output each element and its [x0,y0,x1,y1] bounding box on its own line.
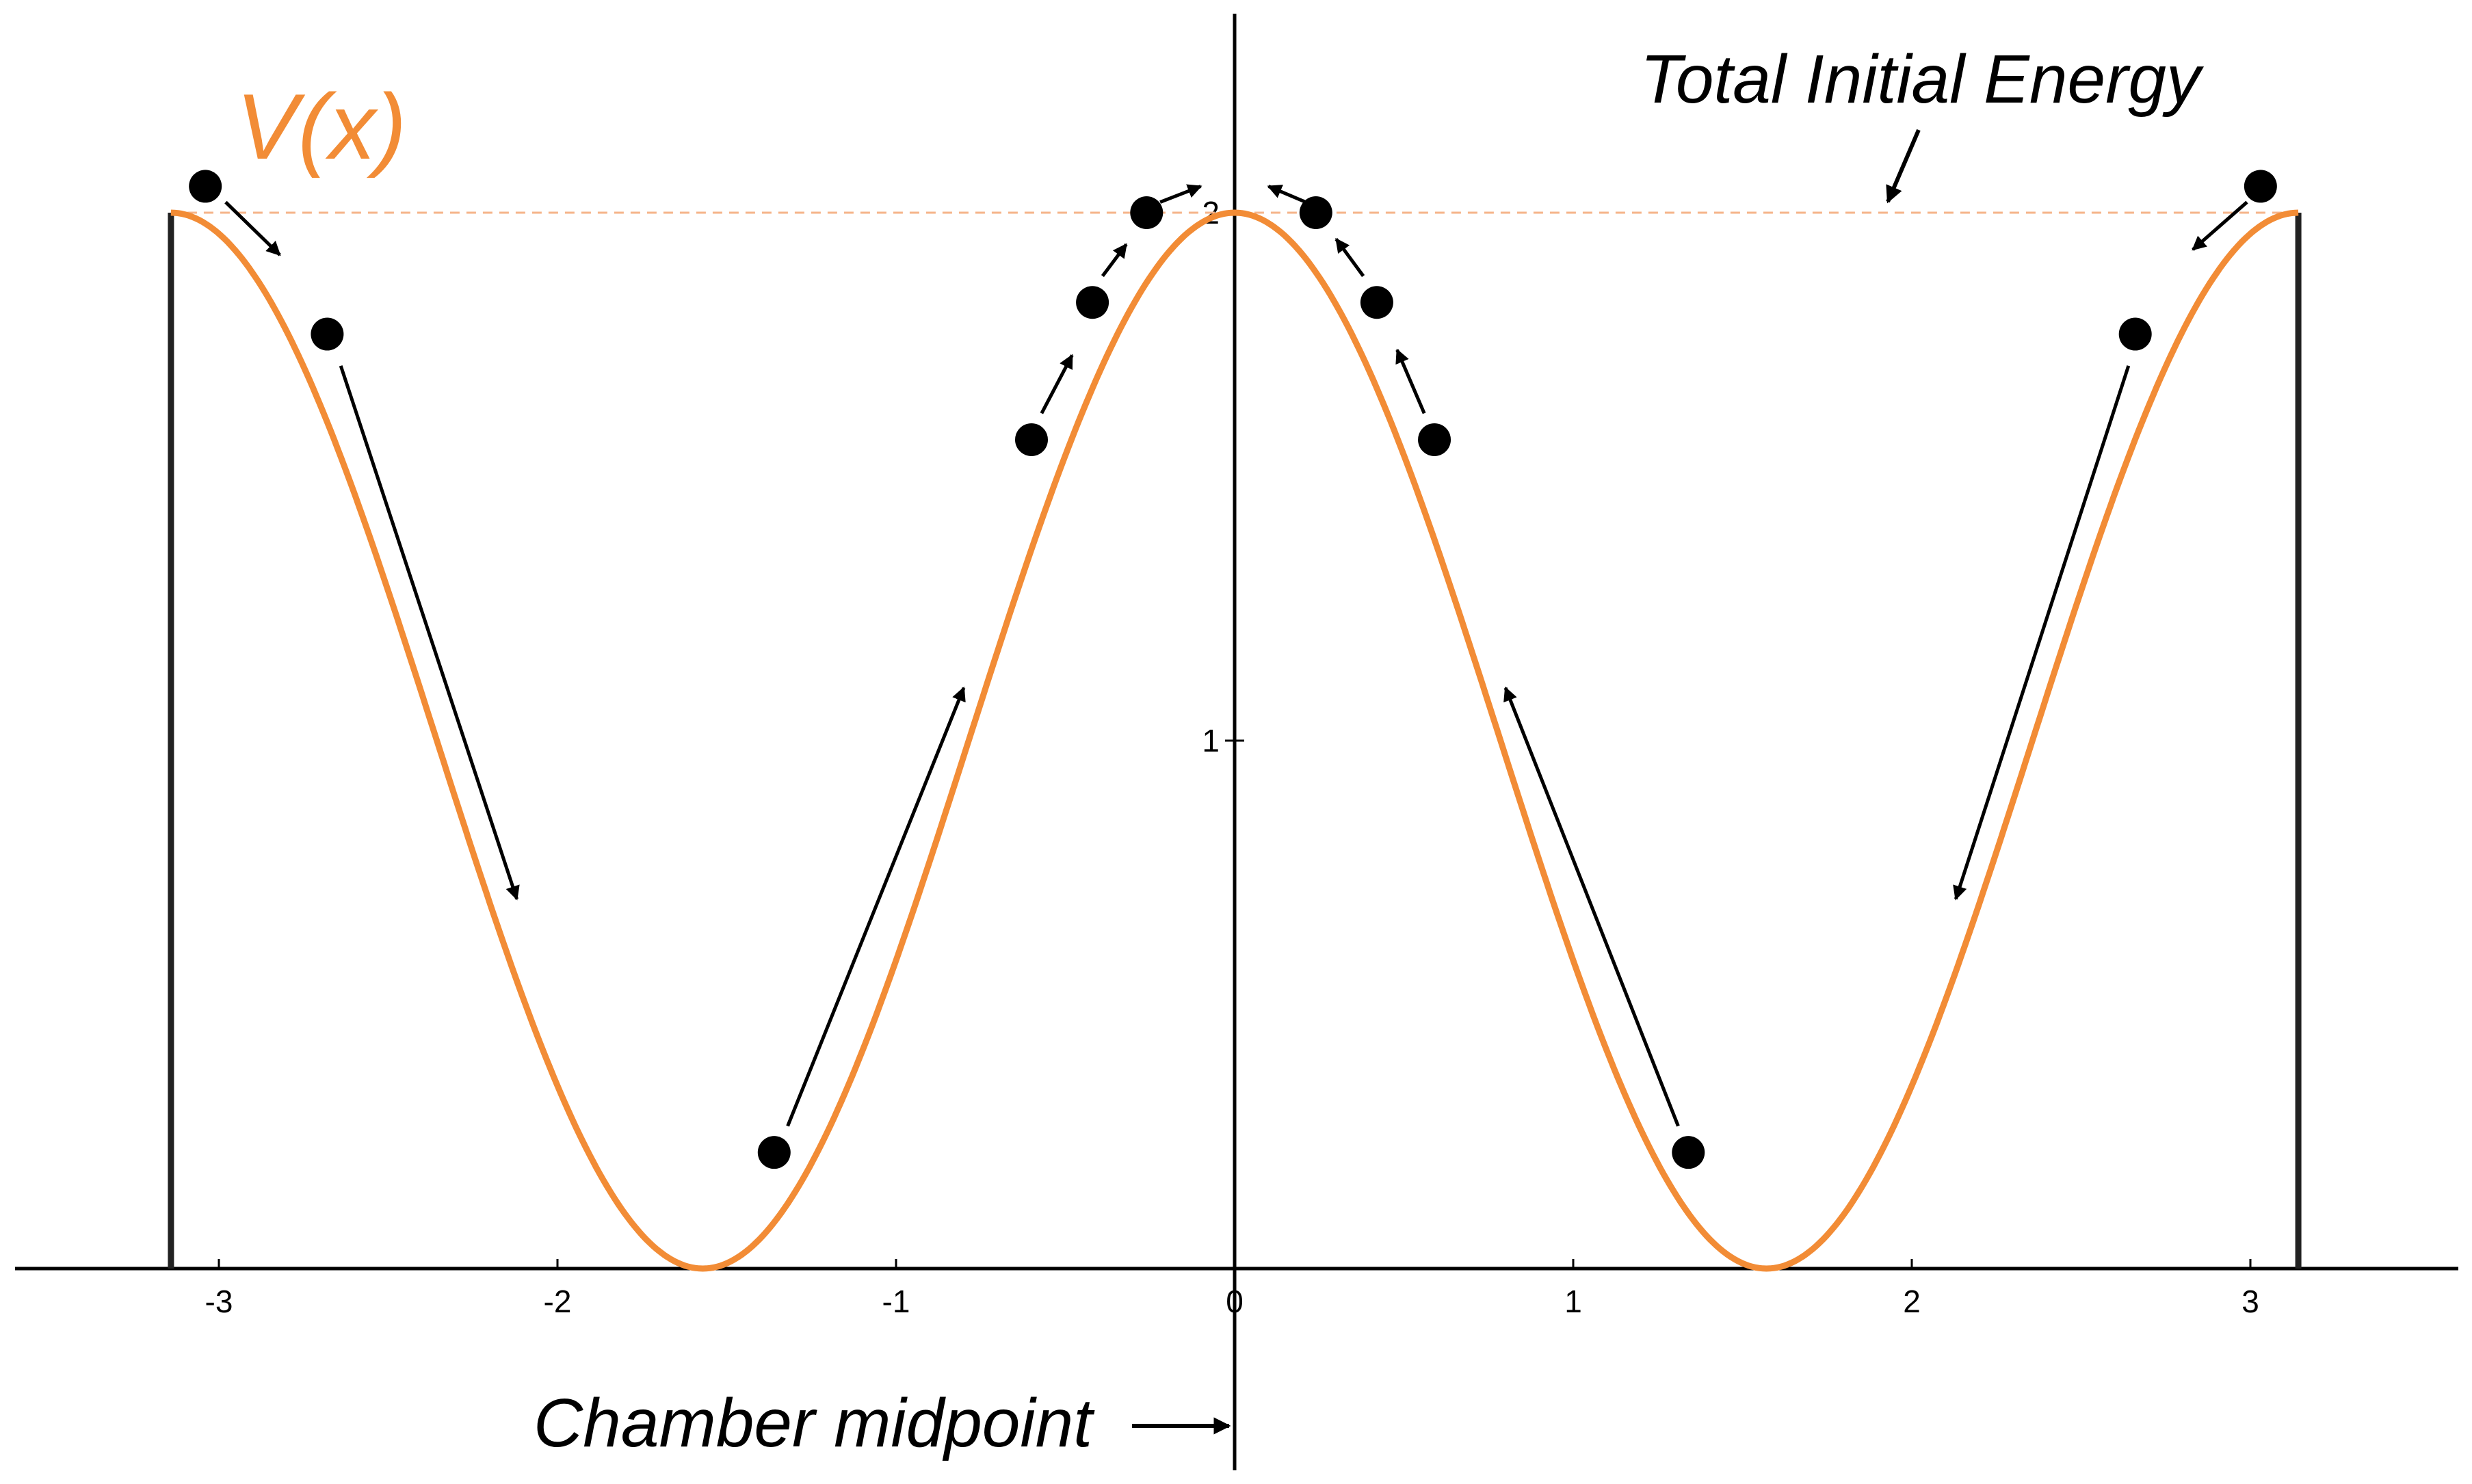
y-ticks: 12 [1202,195,1244,758]
motion-arrow [1395,348,1426,414]
motion-arrow [1101,243,1128,278]
ball-marker [1672,1136,1705,1169]
ball-marker [2118,317,2152,351]
ball-marker [189,170,222,203]
x-tick-label: -2 [544,1284,572,1319]
ball-marker [311,317,344,351]
motion-arrow [1040,354,1074,414]
chamber-midpoint-label: Chamber midpoint [534,1385,1095,1461]
motion-arrow [2192,200,2248,251]
motion-arrow [1334,237,1365,278]
x-ticks: -3 -2 -1 0 1 2 3 [205,1259,2259,1319]
curve-label: V(x) [236,75,406,178]
ball-marker [757,1136,791,1169]
x-tick-label: 2 [1903,1284,1921,1319]
total-energy-pointer [1886,129,1921,204]
x-tick-label: -3 [205,1284,233,1319]
ball-marker [1015,423,1048,456]
ball-marker [1418,423,1451,456]
motion-arrows [224,184,2248,1127]
balls [189,170,2277,1169]
motion-arrow [1953,365,2131,901]
ball-marker [1076,286,1109,319]
series-v-x-curve [170,209,2299,1272]
motion-arrow [1159,184,1202,204]
x-tick-label: -1 [882,1284,910,1319]
y-tick-label: 1 [1202,723,1220,758]
motion-arrow [786,686,966,1127]
ball-marker [1130,196,1163,229]
x-tick-label: 0 [1226,1284,1244,1319]
x-tick-label: 1 [1564,1284,1582,1319]
motion-arrow [1503,686,1680,1127]
total-energy-label: Total Initial Energy [1640,41,2205,118]
ball-marker [1299,196,1332,229]
motion-arrow [339,365,520,901]
motion-arrow [1267,185,1306,204]
x-tick-label: 3 [2241,1284,2259,1319]
ball-marker [1360,286,1393,319]
motion-arrow [224,200,281,256]
ball-marker [2244,170,2277,203]
